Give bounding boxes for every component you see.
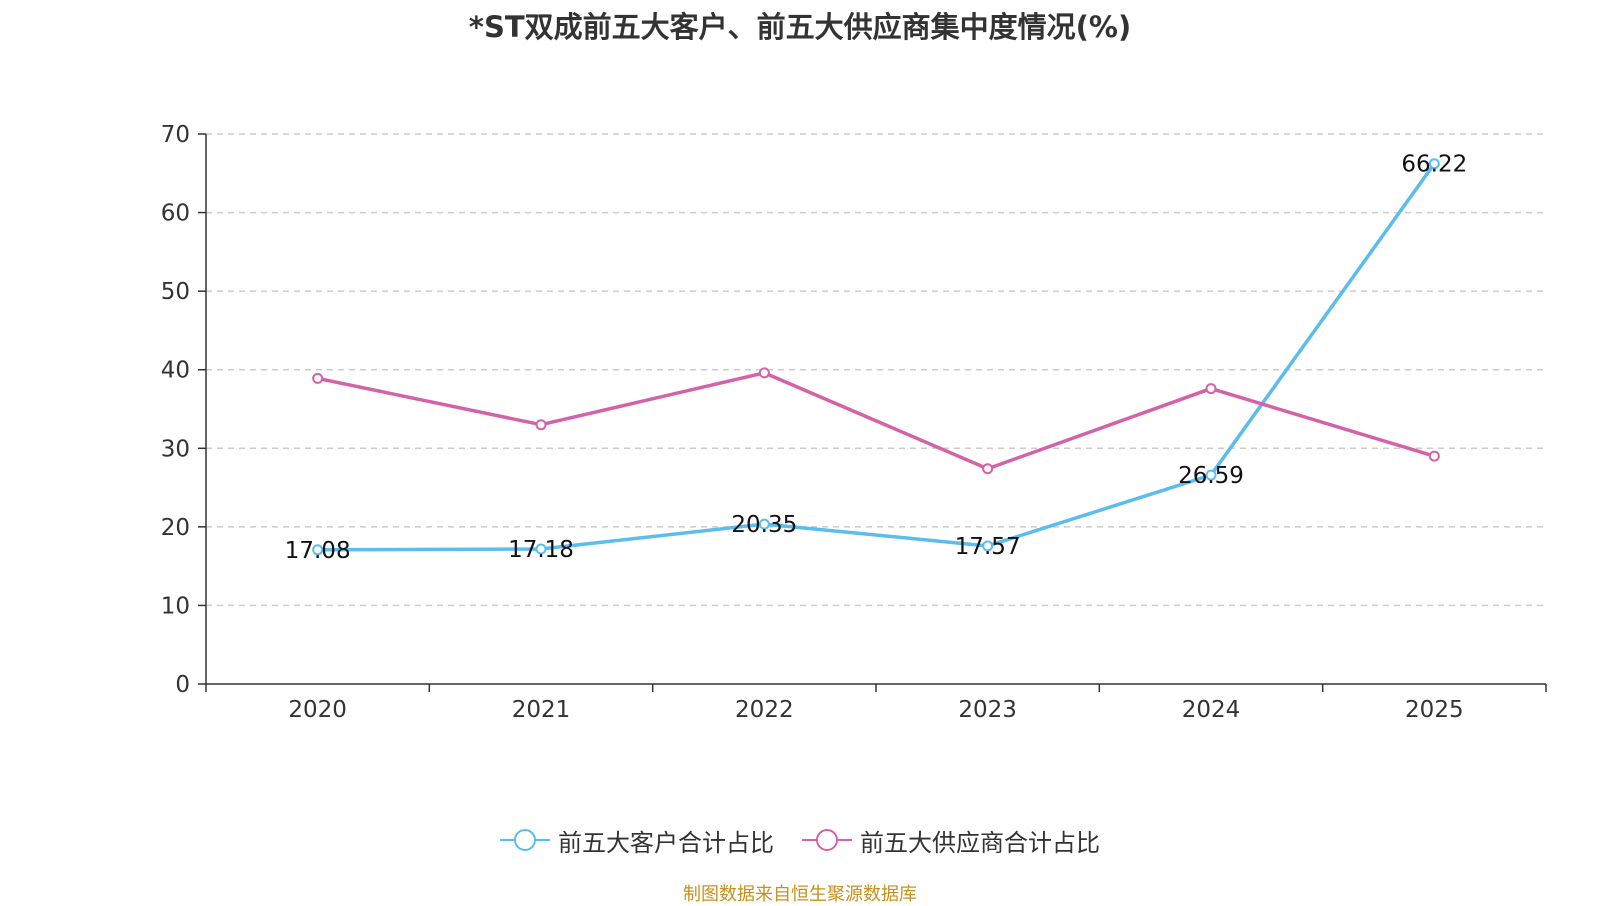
data-labels: 17.08 17.18 20.35 17.57 26.59 66.22 bbox=[285, 152, 1468, 564]
series-1-point-2025[interactable] bbox=[1428, 450, 1440, 462]
y-tick-label-0: 0 bbox=[175, 672, 190, 698]
x-tick-label-2023: 2023 bbox=[958, 697, 1017, 723]
series-0-point-2025[interactable] bbox=[1428, 158, 1440, 170]
x-tick-label-2020: 2020 bbox=[288, 697, 347, 723]
source-note: 制图数据来自恒生聚源数据库 bbox=[683, 884, 917, 905]
legend-item-customers[interactable]: 前五大客户合计占比 bbox=[500, 823, 774, 858]
series-1-point-2021[interactable] bbox=[535, 419, 547, 431]
series-0-point-2022[interactable] bbox=[758, 518, 770, 530]
legend-label-customers: 前五大客户合计占比 bbox=[558, 828, 774, 857]
y-tick-label-10: 10 bbox=[161, 593, 190, 619]
y-tick-label-70: 70 bbox=[161, 122, 190, 148]
gridlines bbox=[206, 133, 1546, 607]
legend: 前五大客户合计占比 前五大供应商合计占比 bbox=[0, 820, 1600, 860]
y-tick-label-60: 60 bbox=[161, 201, 190, 227]
y-tick-label-20: 20 bbox=[161, 515, 190, 541]
legend-marker-customers-icon bbox=[500, 829, 550, 851]
legend-label-suppliers: 前五大供应商合计占比 bbox=[860, 828, 1100, 857]
x-tick-label-2022: 2022 bbox=[735, 697, 794, 723]
x-tick-label-2025: 2025 bbox=[1405, 697, 1464, 723]
y-tick-label-50: 50 bbox=[161, 279, 190, 305]
series-1-line bbox=[317, 371, 1435, 471]
series-0-line bbox=[317, 162, 1436, 552]
series-0-label-2024: 26.59 bbox=[1178, 463, 1244, 489]
series-1-point-2023[interactable] bbox=[982, 463, 994, 475]
series-0-label-2025: 66.22 bbox=[1401, 152, 1467, 178]
legend-item-suppliers[interactable]: 前五大供应商合计占比 bbox=[802, 823, 1100, 858]
x-tick-label-2024: 2024 bbox=[1182, 697, 1241, 723]
series-0-label-2022: 20.35 bbox=[731, 512, 797, 538]
y-tick-label-40: 40 bbox=[161, 358, 190, 384]
series-1-point-2022[interactable] bbox=[758, 367, 770, 379]
series-1-point-2024[interactable] bbox=[1205, 383, 1217, 395]
legend-marker-suppliers-icon bbox=[802, 829, 852, 851]
series-0-point-2021[interactable] bbox=[535, 543, 547, 555]
series-1-point-2020[interactable] bbox=[312, 372, 324, 384]
chart-title: *ST双成前五大客户、前五大供应商集中度情况(%) bbox=[468, 10, 1132, 44]
series-0-label-2021: 17.18 bbox=[508, 537, 574, 563]
series-0-point-2020[interactable] bbox=[312, 544, 324, 556]
series-0-label-2023: 17.57 bbox=[955, 534, 1021, 560]
x-tick-label-2021: 2021 bbox=[512, 697, 571, 723]
y-tick-label-30: 30 bbox=[161, 436, 190, 462]
series-0-label-2020: 17.08 bbox=[285, 538, 351, 564]
series-0-point-2023[interactable] bbox=[982, 540, 994, 552]
series-lines bbox=[312, 158, 1440, 556]
axes: 0 10 20 30 40 50 60 70 2020 2021 2022 2023 2024 2025 bbox=[161, 122, 1547, 723]
series-0-point-2024[interactable] bbox=[1205, 469, 1217, 481]
